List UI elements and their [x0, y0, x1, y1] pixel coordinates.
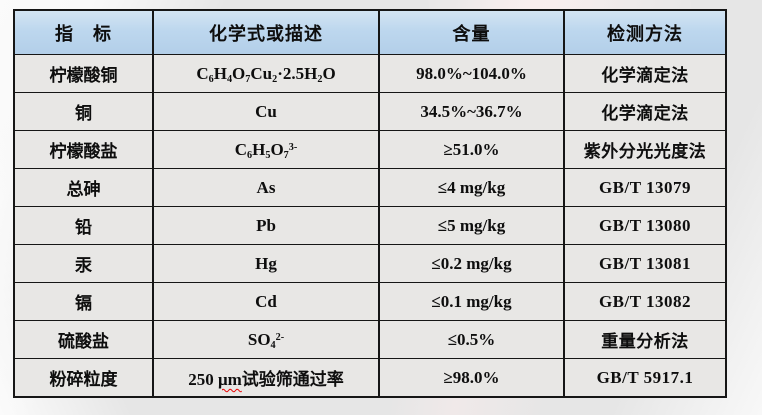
- content-cell: ≤0.2 mg/kg: [378, 244, 565, 283]
- indicator-cell: 铜: [13, 92, 154, 131]
- header-row: 指 标 化学式或描述 含量 检测方法: [13, 9, 727, 55]
- indicator-cell: 粉碎粒度: [13, 358, 154, 398]
- formula-cell: Hg: [152, 244, 380, 283]
- formula-cell: Pb: [152, 206, 380, 245]
- table-row: 铅 Pb ≤5 mg/kg GB/T 13080: [13, 206, 727, 245]
- spec-table: 指 标 化学式或描述 含量 检测方法 柠檬酸铜 C6H4O7Cu2·2.5H2O 9…: [13, 9, 727, 398]
- formula-cell: SO42-: [152, 320, 380, 359]
- table-row: 粉碎粒度 250 μm试验筛通过率 ≥98.0% GB/T 5917.1: [13, 358, 727, 398]
- table-row: 柠檬酸铜 C6H4O7Cu2·2.5H2O 98.0%~104.0% 化学滴定法: [13, 54, 727, 93]
- table-row: 铜 Cu 34.5%~36.7% 化学滴定法: [13, 92, 727, 131]
- method-cell: GB/T 13079: [563, 168, 727, 207]
- content-cell: ≥98.0%: [378, 358, 565, 398]
- content-cell: ≤4 mg/kg: [378, 168, 565, 207]
- content-cell: ≤5 mg/kg: [378, 206, 565, 245]
- indicator-cell: 镉: [13, 282, 154, 321]
- header-cell-content: 含量: [378, 9, 565, 55]
- formula-cell: 250 μm试验筛通过率: [152, 358, 380, 398]
- table-row: 镉 Cd ≤0.1 mg/kg GB/T 13082: [13, 282, 727, 321]
- indicator-cell: 硫酸盐: [13, 320, 154, 359]
- header-cell-indicator: 指 标: [13, 9, 154, 55]
- table-row: 汞 Hg ≤0.2 mg/kg GB/T 13081: [13, 244, 727, 283]
- spec-table-body: 柠檬酸铜 C6H4O7Cu2·2.5H2O 98.0%~104.0% 化学滴定法铜 Cu…: [13, 54, 727, 398]
- method-cell: GB/T 13081: [563, 244, 727, 283]
- content-cell: ≤0.1 mg/kg: [378, 282, 565, 321]
- method-cell: 紫外分光光度法: [563, 130, 727, 169]
- header-cell-method: 检测方法: [563, 9, 727, 55]
- table-row: 总砷 As ≤4 mg/kg GB/T 13079: [13, 168, 727, 207]
- method-cell: GB/T 5917.1: [563, 358, 727, 398]
- formula-cell: As: [152, 168, 380, 207]
- indicator-cell: 汞: [13, 244, 154, 283]
- content-cell: 98.0%~104.0%: [378, 54, 565, 93]
- indicator-cell: 铅: [13, 206, 154, 245]
- indicator-cell: 柠檬酸盐: [13, 130, 154, 169]
- content-cell: ≤0.5%: [378, 320, 565, 359]
- content-cell: 34.5%~36.7%: [378, 92, 565, 131]
- method-cell: 重量分析法: [563, 320, 727, 359]
- formula-cell: Cd: [152, 282, 380, 321]
- table-row: 硫酸盐 SO42- ≤0.5% 重量分析法: [13, 320, 727, 359]
- formula-cell: Cu: [152, 92, 380, 131]
- method-cell: GB/T 13080: [563, 206, 727, 245]
- indicator-cell: 柠檬酸铜: [13, 54, 154, 93]
- formula-cell: C6H4O7Cu2·2.5H2O: [152, 54, 380, 93]
- method-cell: 化学滴定法: [563, 54, 727, 93]
- header-cell-formula: 化学式或描述: [152, 9, 380, 55]
- content-cell: ≥51.0%: [378, 130, 565, 169]
- formula-cell: C6H5O73-: [152, 130, 380, 169]
- table-row: 柠檬酸盐 C6H5O73- ≥51.0% 紫外分光光度法: [13, 130, 727, 169]
- indicator-cell: 总砷: [13, 168, 154, 207]
- method-cell: 化学滴定法: [563, 92, 727, 131]
- method-cell: GB/T 13082: [563, 282, 727, 321]
